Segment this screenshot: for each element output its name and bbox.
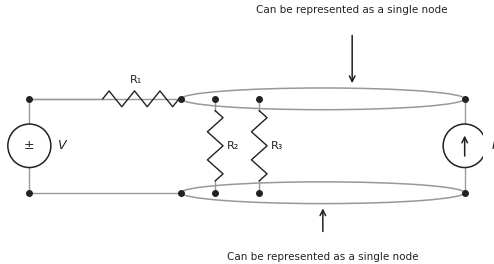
Circle shape — [443, 124, 486, 168]
Circle shape — [8, 124, 51, 168]
Text: I: I — [492, 139, 494, 152]
Text: R₃: R₃ — [271, 141, 284, 151]
Text: Can be represented as a single node: Can be represented as a single node — [227, 252, 418, 262]
Text: ±: ± — [24, 139, 35, 152]
Text: Can be represented as a single node: Can be represented as a single node — [256, 5, 448, 15]
Text: V: V — [57, 139, 65, 152]
Text: R₂: R₂ — [227, 141, 239, 151]
Text: R₁: R₁ — [130, 75, 142, 85]
